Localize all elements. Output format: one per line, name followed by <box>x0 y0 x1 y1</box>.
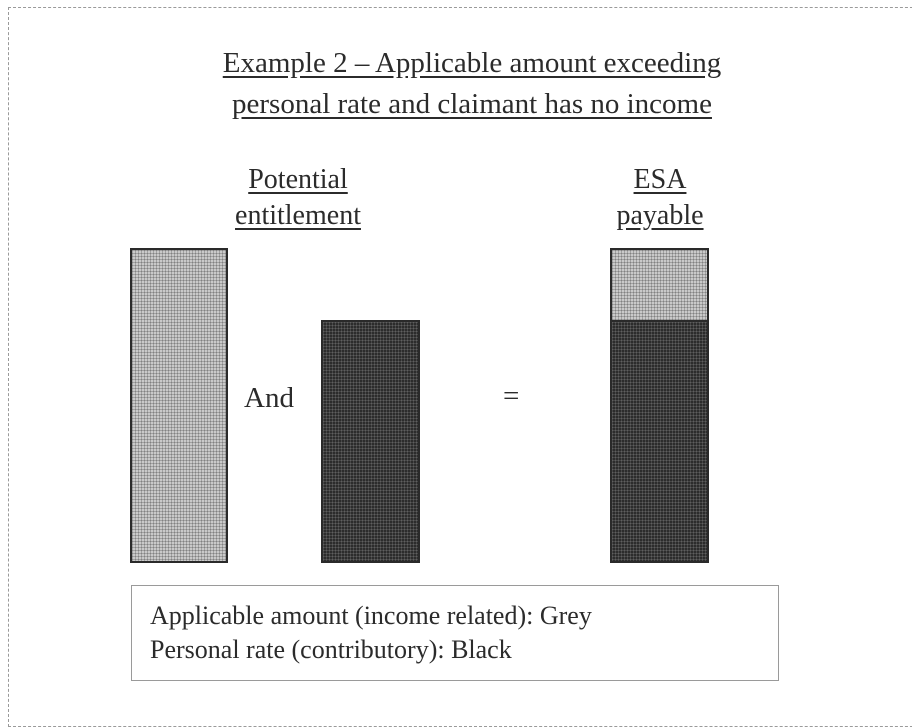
personal-rate-bar <box>321 320 420 563</box>
applicable-amount-bar <box>130 248 228 563</box>
esa-payable-bar <box>610 248 709 563</box>
esa-payable-heading: ESA payable <box>585 162 735 234</box>
title-line-2: personal rate and claimant has no income <box>232 88 712 120</box>
legend-box: Applicable amount (income related): Grey… <box>131 585 779 681</box>
potential-entitlement-heading: Potential entitlement <box>198 162 398 234</box>
heading-right-line-1: ESA <box>633 164 687 195</box>
legend-grey-item: Applicable amount (income related): Grey <box>150 601 592 630</box>
legend-black-item: Personal rate (contributory): Black <box>150 635 512 664</box>
and-label: And <box>244 382 294 414</box>
heading-left-line-2: entitlement <box>235 200 361 231</box>
heading-left-line-1: Potential <box>248 164 348 195</box>
esa-payable-grey-segment <box>612 250 707 322</box>
title-line-1: Example 2 – Applicable amount exceeding <box>222 47 722 79</box>
equals-sign: = <box>503 380 520 412</box>
esa-payable-black-segment <box>612 320 707 561</box>
diagram-title: Example 2 – Applicable amount exceeding … <box>0 43 912 125</box>
heading-right-line-2: payable <box>616 200 704 231</box>
